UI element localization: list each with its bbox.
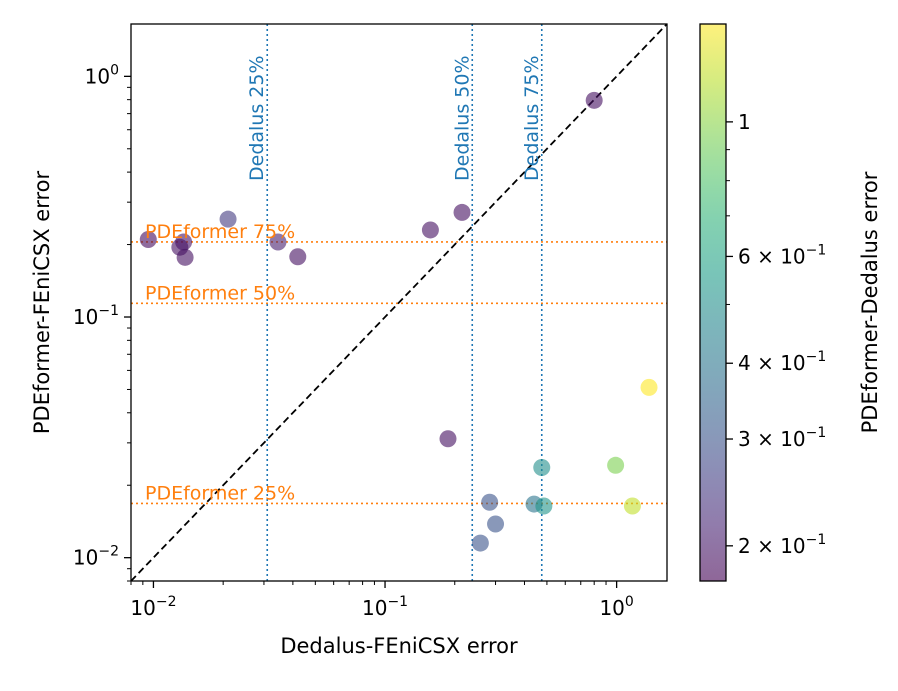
- y-axis-label: PDEformer-FEniCSX error: [30, 171, 54, 435]
- colorbar-frame: [699, 23, 727, 582]
- y-tick-label-1: 10−1: [73, 303, 119, 329]
- data-point-6: [289, 248, 307, 266]
- dedalus-ref-label-1: Dedalus 50%: [451, 55, 473, 181]
- x-tick-label-1: 10−1: [362, 594, 408, 620]
- pdeformer-ref-label-2: PDEformer 75%: [145, 221, 295, 243]
- y-axis-ticks: 10−2 10−1 100: [73, 62, 131, 582]
- data-point-11: [471, 534, 489, 552]
- data-point-0: [139, 230, 157, 248]
- plot-area-frame: [130, 23, 668, 582]
- y-tick-label-0: 10−2: [73, 544, 119, 570]
- colorbar-label: PDEformer-Dedalus error: [858, 171, 882, 433]
- data-point-16: [535, 497, 553, 515]
- colorbar-tick-label-2: 4 × 10−1: [738, 349, 826, 375]
- colorbar-tick-label-3: 3 × 10−1: [738, 425, 826, 451]
- data-point-15: [533, 458, 551, 476]
- reference-lines: [131, 24, 667, 581]
- dedalus-ref-label-0: Dedalus 25%: [246, 55, 268, 181]
- data-point-13: [487, 515, 505, 533]
- data-point-8: [453, 203, 471, 221]
- diagonal-reference-line: [131, 24, 667, 581]
- data-point-18: [623, 497, 641, 515]
- colorbar-tick-label-1: 6 × 10−1: [738, 242, 826, 268]
- data-point-2: [175, 233, 193, 251]
- colorbar-tick-label-0: 1: [738, 110, 751, 134]
- reference-line-labels: Dedalus 25% Dedalus 50% Dedalus 75% PDEform…: [145, 55, 543, 504]
- dedalus-ref-label-2: Dedalus 75%: [521, 55, 543, 181]
- data-point-3: [176, 248, 194, 266]
- data-point-10: [439, 430, 457, 448]
- data-point-4: [219, 210, 237, 228]
- pdeformer-ref-label-0: PDEformer 25%: [145, 482, 295, 504]
- colorbar: 1 6 × 10−1 4 × 10−1 3 × 10−1 2 × 10−1: [699, 23, 826, 582]
- data-point-19: [640, 378, 658, 396]
- data-point-9: [585, 91, 603, 109]
- data-point-7: [421, 221, 439, 239]
- y-tick-label-2: 100: [85, 62, 119, 88]
- colorbar-tick-label-4: 2 × 10−1: [738, 532, 826, 558]
- colorbar-gradient: [700, 24, 726, 581]
- x-tick-label-0: 10−2: [130, 594, 176, 620]
- data-point-5: [269, 233, 287, 251]
- data-point-17: [607, 456, 625, 474]
- scatter-points: [139, 91, 658, 552]
- pdeformer-ref-label-1: PDEformer 50%: [145, 282, 295, 304]
- x-tick-label-2: 100: [599, 594, 633, 620]
- x-axis-ticks: 10−2 10−1 100: [130, 581, 634, 620]
- data-point-12: [481, 493, 499, 511]
- x-axis-label: Dedalus-FEniCSX error: [280, 634, 518, 658]
